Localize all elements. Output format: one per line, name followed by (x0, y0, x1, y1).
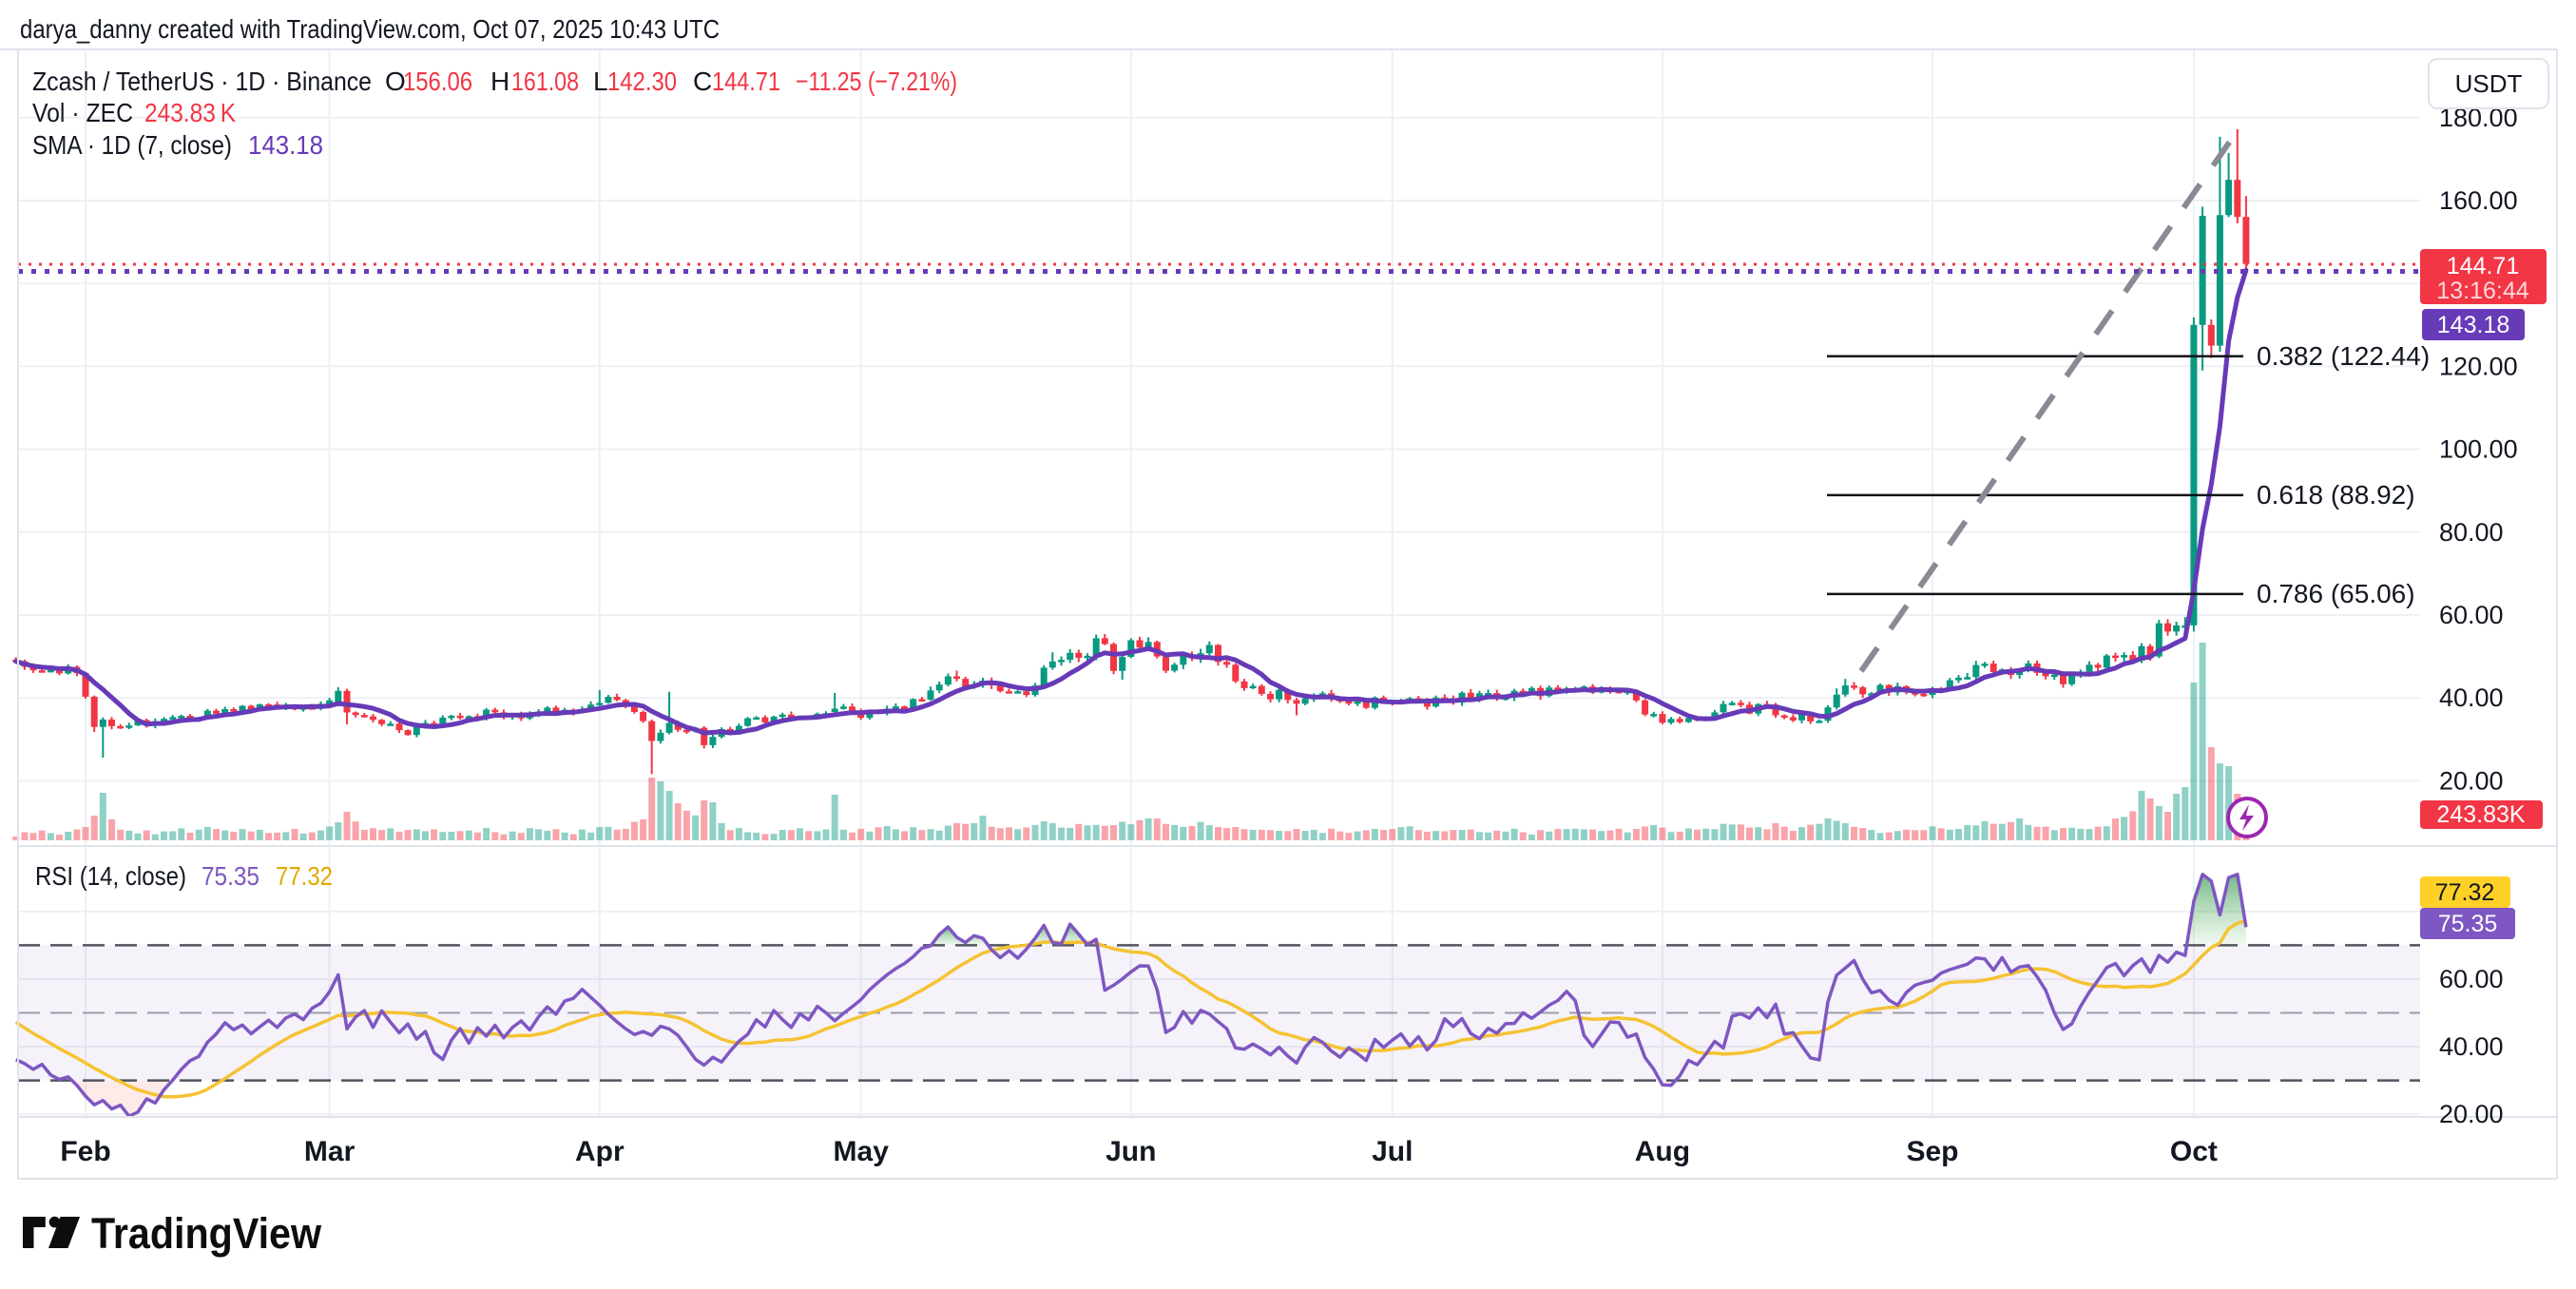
svg-text:80.00: 80.00 (2439, 518, 2504, 547)
svg-text:Vol · ZEC: Vol · ZEC (32, 98, 133, 127)
svg-text:20.00: 20.00 (2439, 766, 2504, 795)
svg-text:60.00: 60.00 (2439, 965, 2504, 993)
svg-text:H: H (490, 67, 509, 96)
svg-text:Jun: Jun (1105, 1136, 1156, 1167)
svg-text:160.00: 160.00 (2439, 186, 2518, 215)
svg-text:143.18: 143.18 (2437, 312, 2509, 338)
svg-text:Apr: Apr (575, 1136, 625, 1167)
svg-text:TradingView: TradingView (91, 1209, 322, 1258)
svg-text:77.32: 77.32 (2435, 879, 2495, 906)
svg-text:40.00: 40.00 (2439, 1032, 2504, 1061)
svg-text:156.06: 156.06 (403, 67, 472, 96)
svg-text:0.786 (65.06): 0.786 (65.06) (2257, 579, 2415, 608)
svg-text:13:16:44: 13:16:44 (2436, 278, 2528, 304)
svg-text:144.71: 144.71 (712, 67, 780, 96)
svg-text:161.08: 161.08 (511, 67, 579, 96)
svg-text:Aug: Aug (1635, 1136, 1690, 1167)
svg-text:RSI (14, close): RSI (14, close) (35, 861, 186, 891)
svg-text:40.00: 40.00 (2439, 683, 2504, 712)
svg-text:L: L (593, 67, 608, 96)
svg-text:0.382 (122.44): 0.382 (122.44) (2257, 341, 2430, 371)
svg-text:Jul: Jul (1372, 1136, 1413, 1167)
svg-text:O: O (385, 67, 406, 96)
svg-text:75.35: 75.35 (202, 861, 260, 891)
svg-text:243.83K: 243.83K (2436, 801, 2525, 828)
svg-text:77.32: 77.32 (276, 861, 333, 891)
svg-text:SMA · 1D (7, close): SMA · 1D (7, close) (32, 130, 232, 160)
svg-text:0.618 (88.92): 0.618 (88.92) (2257, 480, 2415, 510)
svg-text:Feb: Feb (60, 1136, 110, 1167)
svg-text:20.00: 20.00 (2439, 1100, 2504, 1128)
svg-text:Oct: Oct (2170, 1136, 2218, 1167)
svg-text:C: C (693, 67, 712, 96)
svg-text:100.00: 100.00 (2439, 435, 2518, 464)
svg-text:243.83 K: 243.83 K (144, 98, 236, 127)
svg-text:75.35: 75.35 (2438, 911, 2498, 937)
svg-text:60.00: 60.00 (2439, 601, 2504, 629)
svg-text:144.71: 144.71 (2447, 253, 2519, 279)
svg-text:Zcash / TetherUS · 1D · Binanc: Zcash / TetherUS · 1D · Binance (32, 67, 372, 96)
svg-text:142.30: 142.30 (607, 67, 677, 96)
svg-text:darya_danny created with Tradi: darya_danny created with TradingView.com… (20, 14, 720, 44)
svg-text:USDT: USDT (2455, 69, 2523, 98)
svg-text:120.00: 120.00 (2439, 352, 2518, 380)
svg-text:Sep: Sep (1906, 1136, 1958, 1167)
svg-text:−11.25 (−7.21%): −11.25 (−7.21%) (796, 67, 957, 96)
svg-text:May: May (834, 1136, 890, 1167)
svg-text:Mar: Mar (304, 1136, 356, 1167)
svg-text:143.18: 143.18 (248, 130, 323, 160)
